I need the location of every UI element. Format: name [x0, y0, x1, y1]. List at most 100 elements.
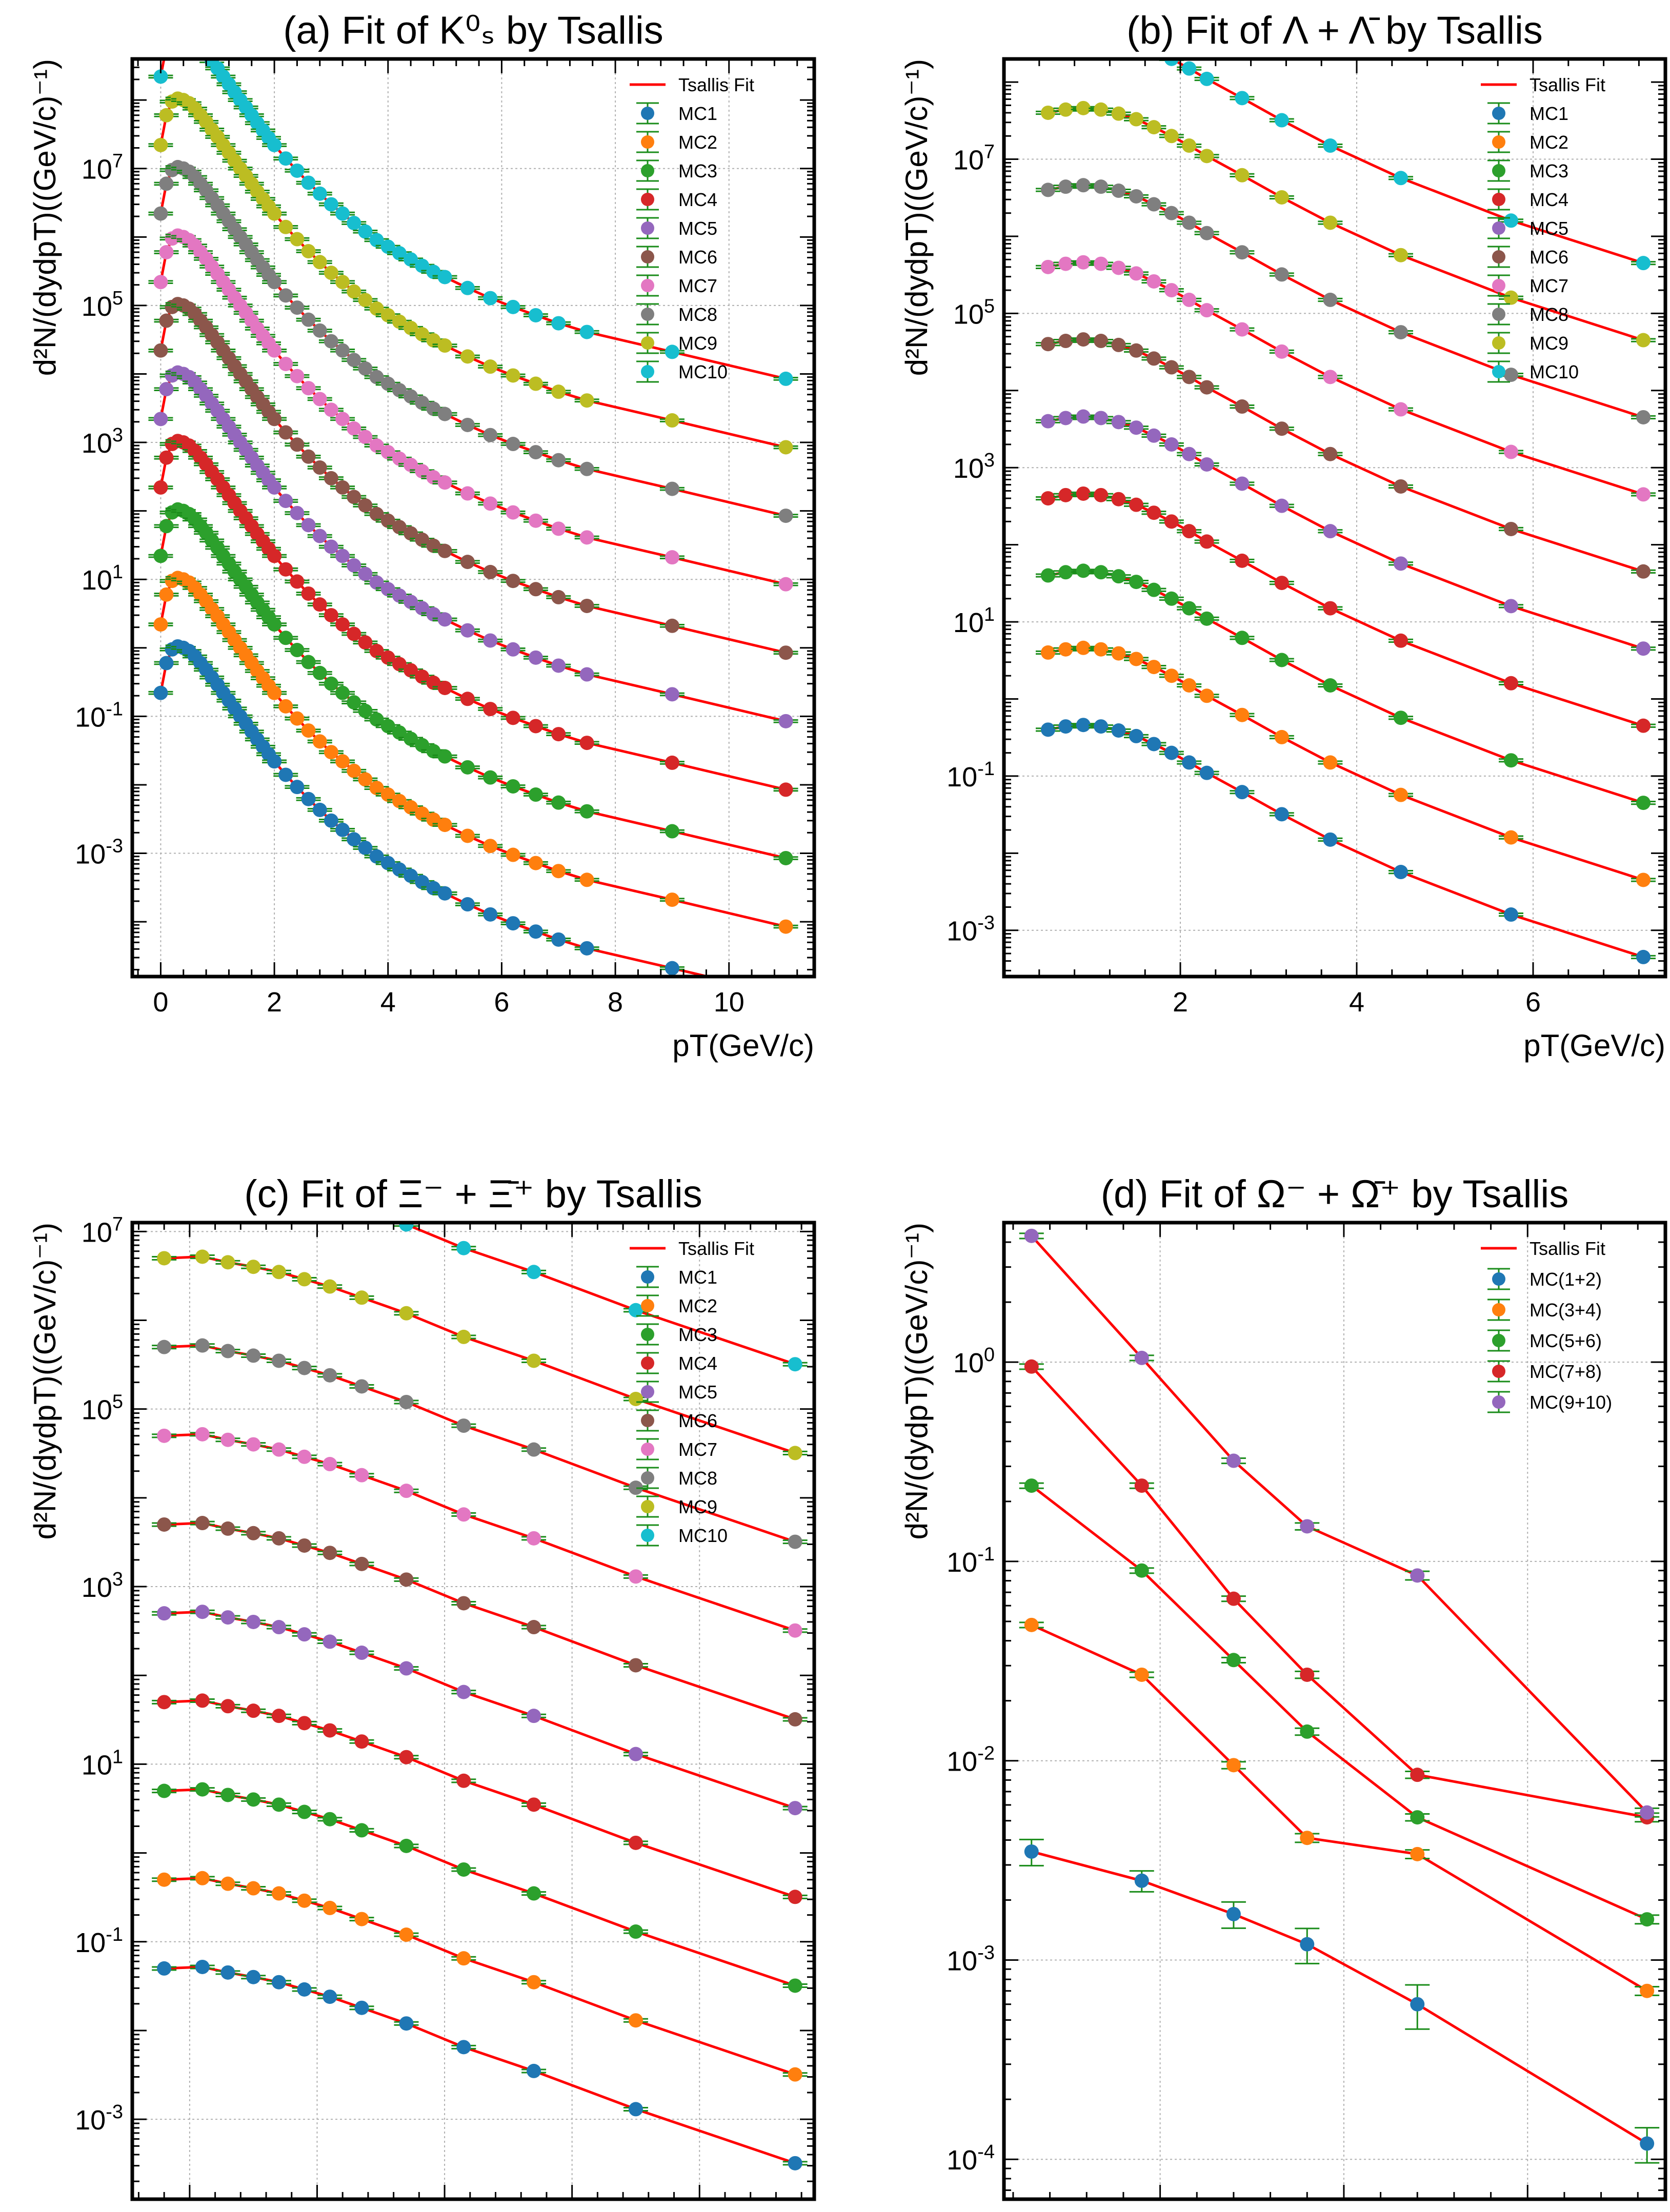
data-point [404, 663, 418, 678]
data-point [278, 562, 293, 577]
series-MC6 [1036, 332, 1656, 579]
data-point [527, 1886, 541, 1901]
data-point [1134, 1563, 1149, 1578]
data-point [1024, 1478, 1039, 1493]
data-point [246, 1348, 261, 1363]
panel-d: (d) Fit of Ω⁻ + Ω̄⁺ by Tsallis234pT(GeV/… [899, 1172, 1667, 2212]
data-point [159, 519, 174, 534]
data-point [551, 932, 566, 947]
data-point [301, 449, 316, 464]
data-point [369, 233, 384, 248]
data-point [358, 840, 373, 855]
data-point [1111, 723, 1126, 738]
data-point [1182, 138, 1197, 153]
data-point [778, 645, 793, 660]
data-point [354, 2000, 369, 2015]
data-point [1041, 182, 1055, 197]
data-point [369, 301, 384, 316]
data-point [267, 549, 282, 563]
data-point [290, 505, 305, 520]
data-point [1199, 149, 1214, 164]
data-point [778, 850, 793, 865]
series-MC(1+2) [1019, 1838, 1660, 2164]
data-point [1274, 190, 1289, 205]
data-point [271, 1265, 286, 1280]
data-point [1504, 753, 1518, 768]
data-point [1199, 380, 1214, 395]
data-point [323, 1634, 337, 1649]
fit-line [1030, 1235, 1648, 1814]
data-point [312, 665, 327, 680]
data-point [220, 1432, 235, 1447]
data-point [1274, 729, 1289, 744]
data-point [483, 839, 498, 854]
data-point [506, 505, 520, 520]
data-point [1199, 226, 1214, 240]
data-point [415, 875, 430, 889]
data-point [246, 1260, 261, 1274]
data-point [153, 137, 168, 152]
data-point [358, 772, 373, 787]
data-point [665, 755, 679, 770]
data-point [1024, 1359, 1039, 1374]
data-point [483, 428, 498, 442]
data-layer [1019, 1228, 1660, 2164]
data-point [157, 1783, 172, 1798]
data-point [195, 1871, 210, 1885]
y-axis-label: d²N/(dydpT)((GeV/c)⁻¹) [28, 1223, 62, 1539]
y-tick-label: 107 [82, 151, 123, 185]
data-point [1094, 102, 1109, 117]
data-point [1300, 1831, 1315, 1845]
data-point [1076, 332, 1091, 347]
data-point [1636, 949, 1651, 964]
legend-marker [641, 1500, 654, 1513]
data-point [506, 368, 520, 383]
data-point [399, 1661, 414, 1676]
data-point [1164, 514, 1179, 529]
x-tick-label: 6 [494, 987, 509, 1018]
data-point [788, 1801, 802, 1816]
x-tick-label: 2 [1153, 2209, 1168, 2212]
legend-entry: MC1 [678, 1267, 717, 1288]
data-point [1058, 411, 1073, 425]
data-point [527, 1709, 541, 1723]
data-point [347, 421, 361, 436]
data-point [1274, 653, 1289, 667]
data-point [297, 1804, 312, 1819]
data-point [1094, 488, 1109, 502]
data-point [1076, 718, 1091, 733]
legend-marker [1492, 250, 1505, 263]
series-MC5 [152, 1605, 808, 1816]
legend-marker [641, 221, 654, 235]
data-point [506, 779, 520, 794]
data-point [579, 461, 594, 476]
data-point [404, 252, 418, 267]
data-point [1182, 292, 1197, 307]
series-MC5 [1036, 409, 1656, 656]
fit-line [1048, 492, 1644, 727]
data-point [551, 384, 566, 399]
data-point [195, 1693, 210, 1708]
data-point [1058, 102, 1073, 117]
data-point [290, 780, 305, 795]
data-point [528, 924, 543, 939]
fit-line [1048, 723, 1644, 959]
data-point [246, 1437, 261, 1452]
data-point [1640, 1805, 1655, 1820]
y-axis-label: d²N/(dydpT)((GeV/c)⁻¹) [899, 1223, 934, 1539]
data-point [1164, 668, 1179, 683]
legend-entry: MC5 [678, 1382, 717, 1403]
data-point [527, 1797, 541, 1812]
fit-line [1048, 646, 1644, 881]
data-point [358, 430, 373, 444]
data-point [456, 1773, 471, 1788]
data-point [665, 618, 679, 633]
data-point [1111, 106, 1126, 121]
y-tick-label: 10-1 [75, 1924, 123, 1958]
data-point [335, 412, 350, 427]
legend-fit-label: Tsallis Fit [1530, 1238, 1605, 1259]
data-point [551, 316, 566, 331]
data-point [665, 344, 679, 359]
data-point [297, 1449, 312, 1464]
data-point [335, 343, 350, 358]
